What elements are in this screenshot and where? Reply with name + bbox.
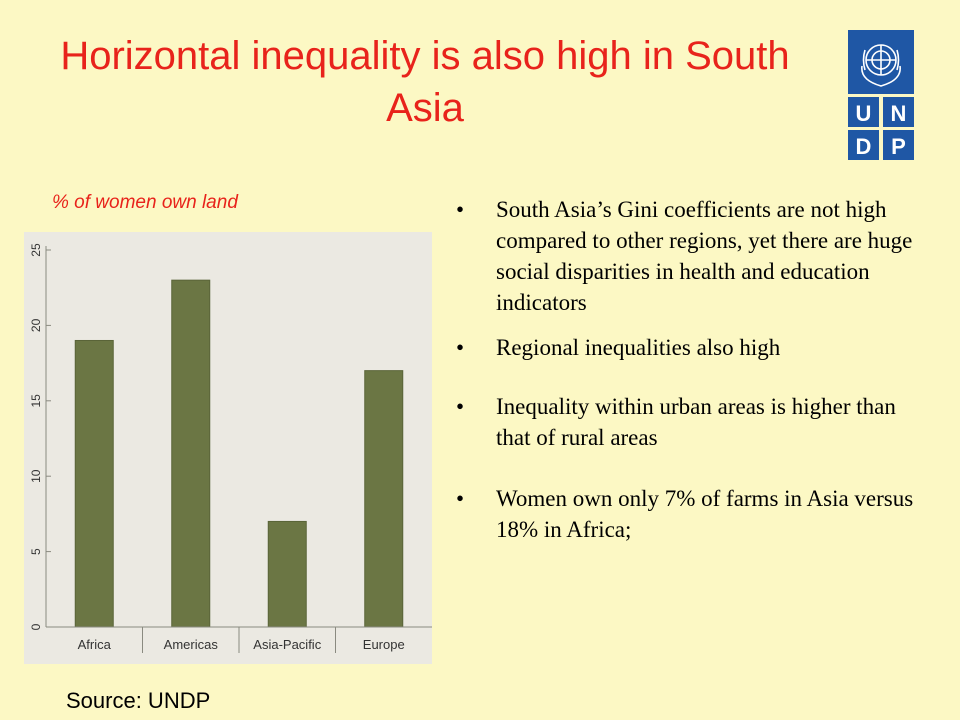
bullet-dot-icon: •: [456, 335, 465, 360]
bullet-item: • South Asia’s Gini coefficients are not …: [452, 194, 922, 318]
x-axis: Africa Americas Asia-Pacific Europe: [46, 626, 432, 653]
bar-africa: [74, 339, 114, 628]
bar-asia-pacific: [267, 520, 307, 628]
bars: [74, 279, 404, 628]
y-axis: 0 5 10 15 20 25: [29, 243, 51, 630]
logo-letter-p: P: [891, 134, 906, 159]
x-tick-label: Africa: [78, 637, 112, 652]
source-note: Source: UNDP: [66, 688, 211, 713]
bullet-text: Women own only 7% of farms in Asia versu…: [496, 486, 914, 542]
un-emblem-icon: [861, 44, 901, 87]
bar-europe: [364, 370, 404, 628]
logo-letter-n: N: [891, 101, 907, 126]
bullet-item: • Regional inequalities also high: [452, 332, 922, 363]
bullet-item: • Inequality within urban areas is higher…: [452, 391, 922, 453]
y-tick-label: 5: [29, 548, 43, 555]
x-tick-label: Asia-Pacific: [253, 637, 321, 652]
y-tick-label: 15: [29, 394, 43, 408]
logo-letter-d: D: [856, 134, 872, 159]
y-tick-label: 20: [29, 318, 43, 332]
undp-logo: U N D P: [848, 30, 914, 160]
chart-title: % of women own land: [52, 192, 238, 213]
bullet-item: • Women own only 7% of farms in Asia vers…: [452, 483, 922, 545]
bullet-dot-icon: •: [456, 197, 465, 222]
logo-letter-u: U: [856, 101, 872, 126]
bar-americas: [171, 279, 211, 628]
x-tick-label: Americas: [164, 637, 219, 652]
bullet-dot-icon: •: [456, 394, 465, 419]
slide-title: Horizontal inequality is also high in So…: [60, 34, 790, 130]
bar-chart: 0 5 10 15 20 25 Africa Americas Asia-Pacific Eur…: [24, 232, 432, 664]
bullet-list: • South Asia’s Gini coefficients are not …: [452, 194, 922, 557]
y-tick-label: 25: [29, 243, 43, 257]
bullet-text: South Asia’s Gini coefficients are not h…: [496, 197, 913, 315]
bullet-text: Inequality within urban areas is higher …: [496, 394, 896, 450]
y-tick-label: 10: [29, 469, 43, 483]
bullet-dot-icon: •: [456, 486, 465, 511]
y-tick-label: 0: [29, 623, 43, 630]
x-tick-label: Europe: [363, 637, 405, 652]
bullet-text: Regional inequalities also high: [496, 335, 781, 360]
